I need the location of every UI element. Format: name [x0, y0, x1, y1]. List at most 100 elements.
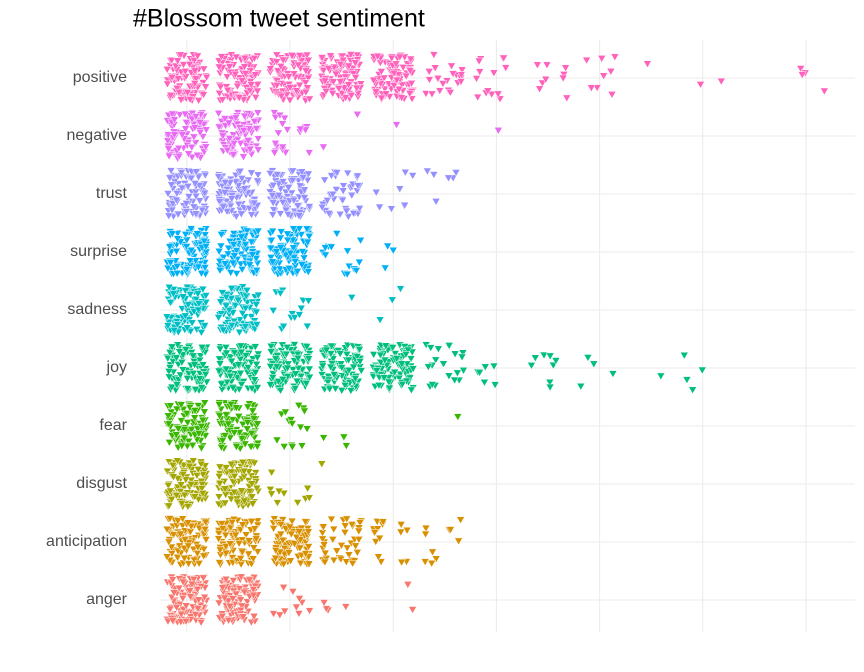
point	[188, 352, 198, 361]
point	[200, 264, 210, 272]
point-cluster	[317, 460, 327, 469]
point	[272, 248, 281, 257]
point-cluster	[272, 402, 312, 452]
point	[597, 55, 607, 63]
point	[643, 60, 652, 69]
point	[278, 376, 288, 384]
point	[267, 192, 277, 200]
point	[271, 113, 280, 122]
point	[226, 495, 236, 504]
point	[606, 68, 616, 76]
point	[278, 120, 287, 129]
point	[248, 555, 258, 564]
point	[352, 51, 362, 60]
point	[239, 127, 249, 135]
point	[170, 116, 179, 125]
point	[318, 362, 328, 371]
point	[305, 95, 315, 104]
point	[305, 373, 315, 382]
point	[237, 175, 247, 183]
point	[201, 143, 211, 152]
point	[326, 350, 336, 359]
point	[427, 559, 437, 568]
point	[165, 402, 175, 411]
point	[457, 66, 467, 75]
point	[320, 558, 330, 567]
point	[688, 386, 698, 395]
point	[301, 88, 311, 97]
point	[302, 425, 312, 434]
point	[185, 257, 195, 266]
point	[231, 114, 241, 123]
point-cluster	[265, 341, 315, 395]
point	[167, 56, 177, 65]
point	[218, 203, 228, 212]
point	[197, 344, 207, 352]
point	[332, 169, 342, 178]
point	[489, 69, 499, 78]
point	[275, 210, 285, 219]
point	[188, 370, 198, 378]
point	[172, 263, 182, 271]
point	[380, 356, 390, 365]
point	[232, 443, 241, 452]
point	[268, 227, 278, 236]
point-cluster	[422, 167, 461, 206]
point	[231, 53, 241, 62]
point-cluster	[268, 515, 314, 569]
point	[286, 416, 296, 425]
point	[190, 124, 200, 132]
point	[301, 79, 311, 88]
point	[376, 351, 385, 360]
point	[164, 145, 173, 154]
point	[287, 517, 297, 526]
point	[401, 351, 411, 359]
point	[247, 385, 257, 393]
point	[175, 371, 185, 380]
point	[164, 212, 174, 221]
point	[406, 355, 416, 364]
point	[269, 206, 279, 215]
point	[181, 200, 191, 209]
point	[530, 354, 540, 363]
point	[225, 540, 235, 549]
point	[445, 89, 455, 97]
point	[249, 55, 259, 63]
point	[337, 52, 347, 61]
point	[236, 140, 245, 148]
point	[215, 90, 224, 98]
point	[304, 233, 314, 241]
point	[201, 126, 211, 135]
point	[402, 526, 412, 535]
point	[163, 190, 173, 199]
point	[234, 94, 244, 103]
point	[292, 377, 302, 386]
point	[172, 405, 182, 414]
point	[214, 530, 224, 538]
point	[290, 258, 300, 266]
y-tick-label: positive	[73, 69, 127, 86]
point	[407, 80, 416, 88]
chart-title: #Blossom tweet sentiment	[133, 5, 425, 33]
point-cluster	[162, 225, 212, 279]
point	[342, 270, 352, 279]
point	[215, 266, 225, 275]
point	[164, 420, 174, 429]
point	[290, 314, 300, 322]
point	[501, 64, 511, 73]
point	[191, 611, 200, 619]
point	[397, 558, 407, 567]
point	[179, 61, 188, 70]
point	[320, 77, 330, 86]
point	[551, 357, 561, 366]
point	[279, 489, 289, 498]
point	[236, 370, 245, 378]
point	[347, 191, 357, 200]
point	[278, 143, 288, 152]
point	[214, 123, 224, 132]
point	[270, 149, 279, 158]
point	[349, 363, 359, 372]
point	[214, 401, 224, 410]
point	[236, 233, 246, 242]
point	[173, 75, 183, 84]
